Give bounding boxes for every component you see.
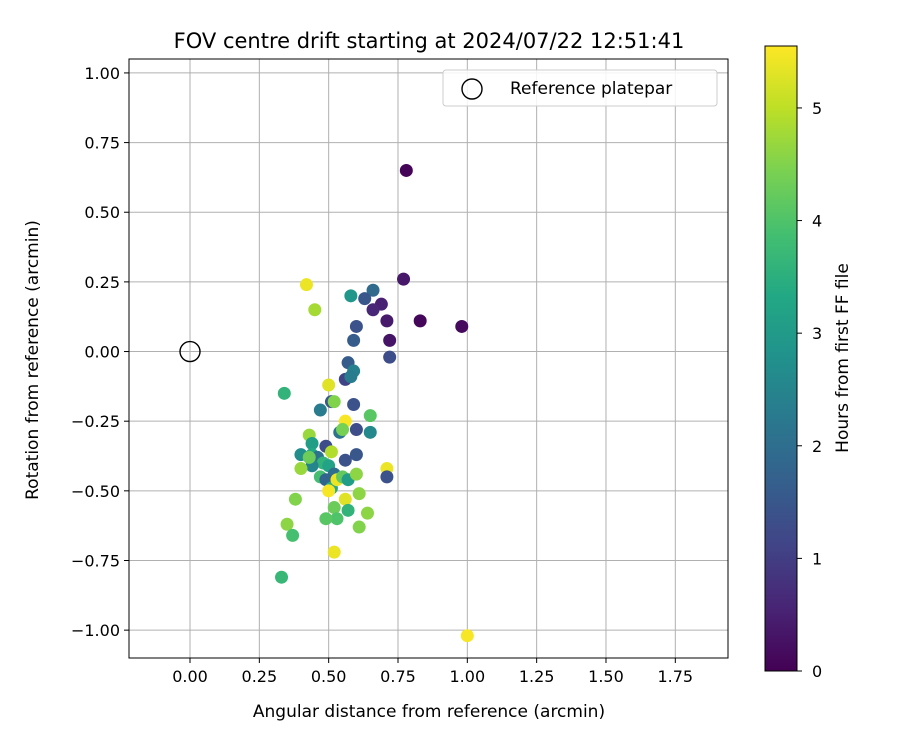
data-point	[324, 445, 338, 459]
data-point	[349, 467, 363, 481]
y-tick-label: 0.75	[84, 134, 120, 153]
data-point	[327, 501, 341, 515]
data-point	[352, 520, 366, 534]
colorbar-tick-label: 3	[812, 324, 822, 343]
data-point	[275, 570, 289, 584]
colorbar-tick-label: 5	[812, 99, 822, 118]
y-axis-label: Rotation from reference (arcmin)	[23, 220, 43, 500]
data-point	[366, 283, 380, 297]
colorbar-label: Hours from first FF file	[833, 263, 853, 453]
x-tick-label: 1.00	[450, 667, 486, 686]
chart-title: FOV centre drift starting at 2024/07/22 …	[174, 29, 685, 53]
data-point	[397, 272, 411, 286]
data-point	[338, 453, 352, 467]
data-point	[363, 409, 377, 423]
legend: Reference platepar	[442, 69, 718, 107]
data-point	[460, 629, 474, 643]
data-point	[352, 487, 366, 501]
data-point	[349, 448, 363, 462]
colorbar-gradient	[764, 45, 798, 672]
scatter-points	[275, 163, 474, 643]
data-point	[347, 397, 361, 411]
x-tick-label: 0.75	[380, 667, 416, 686]
data-point	[299, 278, 313, 292]
data-point	[308, 303, 322, 317]
legend-box	[442, 69, 718, 107]
data-point	[360, 506, 374, 520]
data-point	[277, 386, 291, 400]
data-point	[383, 350, 397, 364]
y-tick-label: 0.00	[84, 343, 120, 362]
colorbar-tick-label: 1	[812, 549, 822, 568]
grid	[129, 59, 728, 658]
data-point	[349, 319, 363, 333]
data-point	[455, 319, 469, 333]
data-point	[322, 378, 336, 392]
legend-entry-label: Reference platepar	[510, 79, 672, 99]
data-point	[347, 333, 361, 347]
x-axis-label: Angular distance from reference (arcmin)	[253, 702, 605, 722]
data-point	[341, 503, 355, 517]
y-tick-label: 0.50	[84, 203, 120, 222]
colorbar-ticks: 0 1 2 3 4 5	[797, 99, 822, 681]
x-tick-label: 1.50	[588, 667, 624, 686]
reference-marker-layer	[179, 340, 201, 363]
plot-frame	[128, 58, 729, 659]
data-point	[358, 292, 372, 306]
data-point	[366, 303, 380, 317]
data-point	[280, 517, 294, 531]
data-point	[380, 314, 394, 328]
x-tick-label: 1.75	[657, 667, 693, 686]
data-point	[380, 470, 394, 484]
data-point	[336, 423, 350, 437]
legend-marker-icon	[461, 78, 483, 100]
y-tick-label: −1.00	[71, 621, 120, 640]
y-tick-label: 1.00	[84, 64, 120, 83]
x-tick-label: 0.25	[242, 667, 278, 686]
colorbar-tick-label: 2	[812, 437, 822, 456]
data-point	[288, 492, 302, 506]
x-tick-label: 0.50	[311, 667, 347, 686]
colorbar: 0 1 2 3 4 5 Hours from first FF file	[764, 45, 853, 681]
data-point	[344, 289, 358, 303]
data-point	[313, 403, 327, 417]
x-tick-label: 0.00	[172, 667, 208, 686]
data-point	[286, 528, 300, 542]
data-point	[330, 512, 344, 526]
data-point	[327, 395, 341, 409]
y-tick-label: 0.25	[84, 273, 120, 292]
data-point	[305, 436, 319, 450]
data-point	[322, 484, 336, 498]
data-point	[338, 492, 352, 506]
data-point	[344, 370, 358, 384]
y-tick-label: −0.50	[71, 482, 120, 501]
data-point	[399, 163, 413, 177]
data-point	[363, 425, 377, 439]
data-point	[294, 462, 308, 476]
data-point	[413, 314, 427, 328]
data-point	[327, 545, 341, 559]
data-point	[302, 450, 316, 464]
y-tick-label: −0.25	[71, 412, 120, 431]
colorbar-tick-label: 4	[812, 212, 822, 231]
data-point	[383, 333, 397, 347]
data-point	[319, 512, 333, 526]
colorbar-tick-label: 0	[812, 662, 822, 681]
axis-ticks: 0.00 0.25 0.50 0.75 1.00 1.25 1.50 1.75 1.00 0.75…	[71, 64, 693, 686]
reference-point-marker	[179, 340, 201, 363]
x-tick-label: 1.25	[519, 667, 555, 686]
data-point	[349, 423, 363, 437]
y-tick-label: −0.75	[71, 551, 120, 570]
